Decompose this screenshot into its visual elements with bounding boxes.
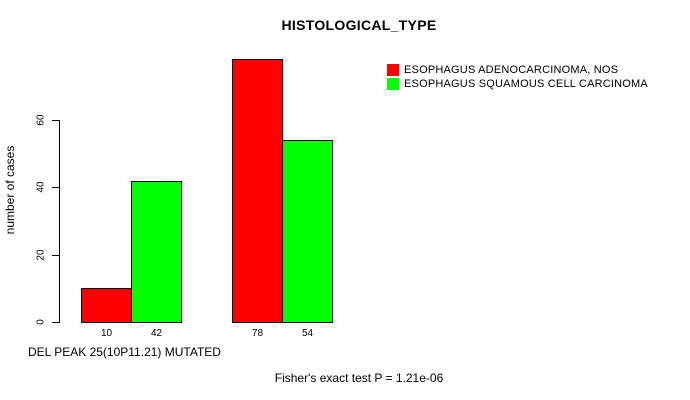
legend-label-squamous: ESOPHAGUS SQUAMOUS CELL CARCINOMA: [404, 77, 648, 90]
x-axis-label: DEL PEAK 25(10P11.21) MUTATED: [28, 345, 221, 359]
bar: [282, 140, 333, 323]
bar-value-label: 54: [301, 328, 314, 339]
legend-swatch-green: [387, 77, 399, 90]
bar-value-label: 42: [150, 328, 163, 339]
legend-swatch-red: [387, 63, 399, 76]
legend-label-adenocarcinoma: ESOPHAGUS ADENOCARCINOMA, NOS: [404, 63, 619, 76]
legend: ESOPHAGUS ADENOCARCINOMA, NOS ESOPHAGUS …: [387, 63, 648, 91]
bar-value-label: 78: [251, 328, 264, 339]
bar: [131, 181, 182, 323]
y-axis-tick-label: 0: [35, 319, 47, 325]
y-axis-label: number of cases: [3, 145, 17, 235]
footnote: Fisher's exact test P = 1.21e-06: [274, 371, 444, 385]
bar-value-label: 10: [100, 328, 113, 339]
y-axis-tick: [52, 120, 59, 121]
y-axis-tick-label: 60: [35, 114, 47, 126]
chart-title: HISTOLOGICAL_TYPE: [281, 17, 437, 33]
bar: [81, 288, 132, 323]
y-axis-tick-label: 40: [35, 181, 47, 193]
y-axis-tick: [52, 322, 59, 323]
y-axis-tick: [52, 187, 59, 188]
y-axis-tick: [52, 255, 59, 256]
legend-item-adenocarcinoma: ESOPHAGUS ADENOCARCINOMA, NOS: [387, 63, 648, 76]
bar: [232, 59, 283, 323]
y-axis-tick-label: 20: [35, 249, 47, 261]
y-axis-line: [59, 120, 60, 323]
legend-item-squamous: ESOPHAGUS SQUAMOUS CELL CARCINOMA: [387, 77, 648, 90]
